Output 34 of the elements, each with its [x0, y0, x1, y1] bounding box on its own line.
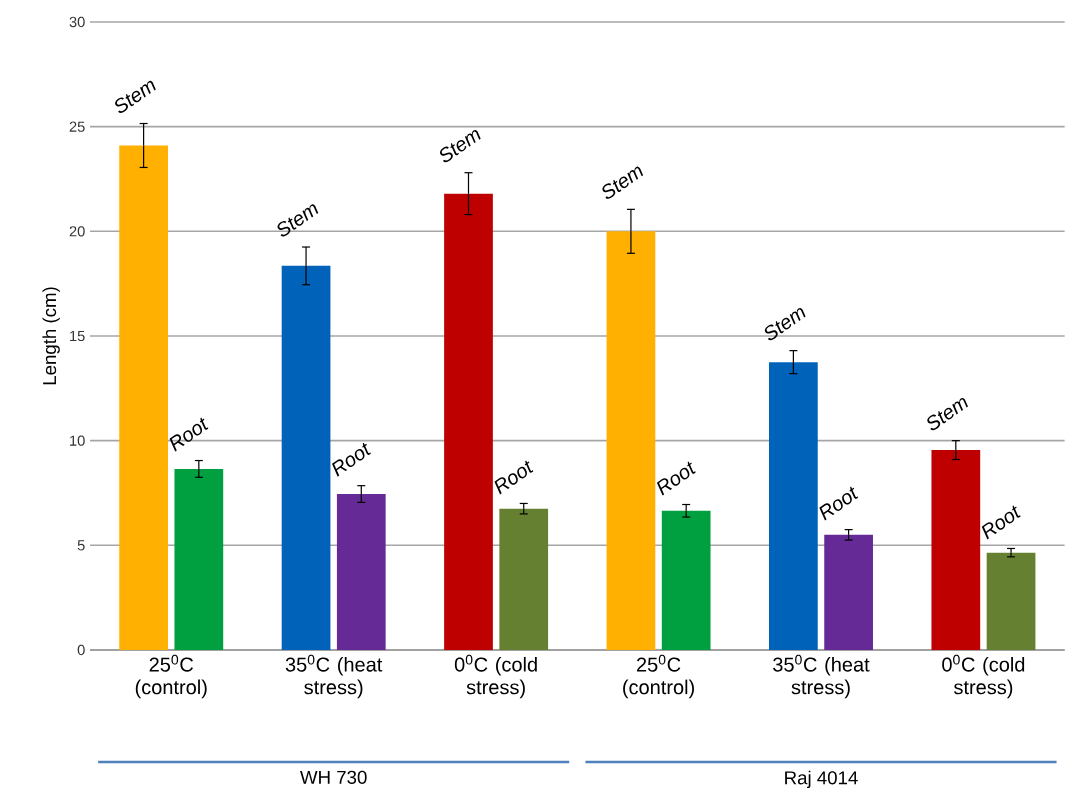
- text: Raj 4014: [785, 770, 858, 789]
- bar: [119, 145, 168, 650]
- y-tick-label: 20: [69, 226, 85, 237]
- bar: [606, 231, 656, 650]
- y-tick-label: 5: [77, 540, 85, 551]
- x-tick-label: 25$^{0}$C (control): [623, 654, 694, 699]
- bar: [281, 265, 331, 650]
- x-tick-label: 35$^{0}$C (heat stress): [773, 654, 870, 699]
- y-tick-label: 15: [70, 330, 85, 342]
- x-tick-label: 25$^{0}$C (control): [135, 654, 207, 699]
- bar: [769, 362, 818, 650]
- text: WH 730: [300, 770, 367, 784]
- y-tick-label: 10: [70, 435, 85, 446]
- x-tick-label: 0$^{0}$C (cold stress): [454, 654, 537, 699]
- y-axis-title: Length (cm): [42, 287, 60, 385]
- bar: [986, 552, 1036, 650]
- bar: [931, 450, 981, 650]
- text: Stem: [764, 307, 806, 341]
- bar: [336, 494, 386, 650]
- bar: [444, 193, 493, 650]
- y-tick-label: 30: [69, 16, 85, 28]
- x-tick-label: 0$^{0}$C (cold stress): [942, 654, 1025, 699]
- bar: [499, 508, 549, 650]
- x-tick-label: 35$^{0}$C (heat stress): [285, 654, 383, 699]
- bar: [824, 534, 873, 650]
- y-tick-label: 0: [77, 644, 85, 656]
- text: Stem: [927, 397, 969, 431]
- y-tick-label: 25: [69, 121, 85, 132]
- bar: [661, 510, 711, 650]
- text: Stem: [277, 204, 319, 237]
- text: Stem: [115, 80, 156, 114]
- text: Stem: [602, 166, 644, 199]
- text: Stem: [439, 129, 481, 163]
- bar: [174, 468, 224, 650]
